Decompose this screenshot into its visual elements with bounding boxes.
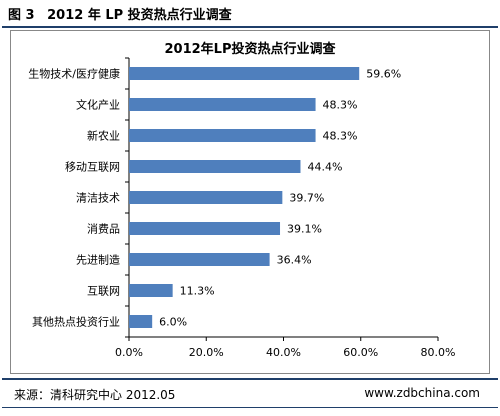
bar bbox=[129, 129, 316, 142]
category-label: 新农业 bbox=[87, 129, 120, 143]
source-note: 来源：清科研究中心 2012.05 bbox=[14, 388, 176, 402]
category-label: 生物技术/医疗健康 bbox=[28, 67, 120, 81]
x-tick-label: 0.0% bbox=[115, 346, 143, 359]
x-tick-label: 60.0% bbox=[343, 346, 378, 359]
category-label: 其他热点投资行业 bbox=[32, 315, 120, 329]
bar bbox=[129, 315, 153, 328]
category-label: 清洁技术 bbox=[76, 192, 120, 205]
value-label: 39.1% bbox=[287, 223, 322, 236]
source-site: www.zdbchina.com bbox=[364, 386, 480, 400]
x-tick-label: 40.0% bbox=[266, 346, 301, 359]
value-labels: 59.6% 48.3% 48.3% 44.4% 39.7% 39.1% 36.4% 11.3%… bbox=[159, 68, 401, 329]
bottom-rule bbox=[2, 407, 498, 408]
category-label: 先进制造 bbox=[76, 253, 120, 267]
category-labels: 生物技术/医疗健康文化产业新农业移动互联网清洁技术消费品先进制造互联网其他热点投… bbox=[28, 67, 120, 329]
figure-title: 2012 年 LP 投资热点行业调查 bbox=[47, 8, 232, 23]
bar bbox=[129, 253, 270, 266]
footer-rule bbox=[2, 378, 498, 380]
x-tick-label: 20.0% bbox=[189, 346, 224, 359]
x-tick-label: 80.0% bbox=[421, 346, 456, 359]
category-label: 移动互联网 bbox=[65, 161, 120, 174]
value-label: 48.3% bbox=[323, 130, 358, 143]
top-rule bbox=[2, 26, 498, 28]
figure-number: 图 3 bbox=[8, 8, 35, 23]
category-label: 消费品 bbox=[87, 222, 120, 236]
bar bbox=[129, 67, 360, 80]
bar bbox=[129, 191, 283, 204]
value-label: 44.4% bbox=[307, 161, 342, 174]
value-label: 11.3% bbox=[180, 285, 215, 298]
x-tick-labels: 0.0% 20.0% 40.0% 60.0% 80.0% bbox=[115, 346, 455, 359]
value-label: 59.6% bbox=[366, 68, 401, 81]
footer-accent bbox=[2, 378, 172, 380]
category-label: 互联网 bbox=[87, 285, 120, 298]
value-label: 48.3% bbox=[323, 99, 358, 112]
figure-caption: 图 3 2012 年 LP 投资热点行业调查 bbox=[8, 4, 232, 23]
bar bbox=[129, 222, 281, 235]
chart-title: 2012年LP投资热点行业调查 bbox=[164, 42, 336, 57]
bar bbox=[129, 98, 316, 111]
bar bbox=[129, 160, 301, 173]
category-label: 文化产业 bbox=[76, 98, 120, 112]
bars bbox=[129, 67, 360, 328]
value-label: 6.0% bbox=[159, 316, 187, 329]
bar bbox=[129, 284, 173, 297]
value-label: 36.4% bbox=[277, 254, 312, 267]
value-label: 39.7% bbox=[289, 192, 324, 205]
